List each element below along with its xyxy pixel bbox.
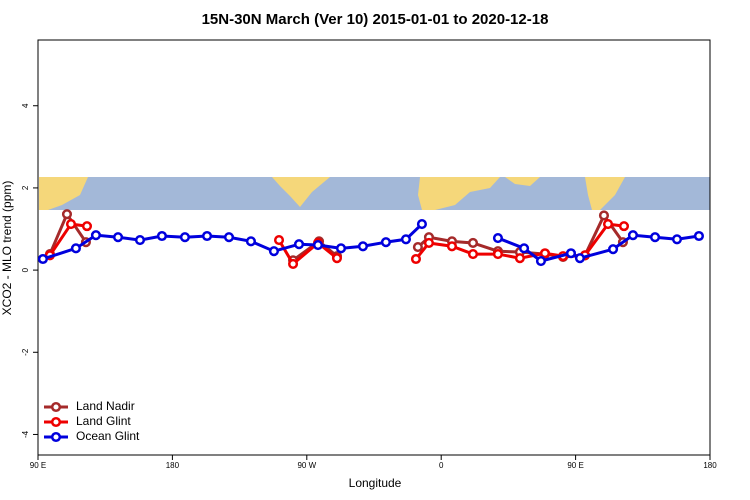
x-axis-label: Longitude (349, 476, 402, 490)
legend-label: Ocean Glint (76, 429, 140, 443)
data-point (70, 243, 81, 254)
data-point (492, 249, 503, 260)
legend-swatch-point (50, 416, 62, 428)
data-point (608, 244, 619, 255)
data-point (410, 253, 422, 265)
y-tick-label: 0 (21, 267, 30, 272)
map-band (39, 177, 710, 210)
data-point (335, 243, 347, 254)
x-tick-label: 180 (703, 461, 717, 470)
y-axis-label: XCO2 - MLO trend (ppm) (0, 181, 14, 316)
data-point (649, 232, 661, 243)
data-point (416, 219, 427, 230)
legend-swatch-point (50, 431, 62, 443)
data-point (535, 256, 547, 267)
data-point (293, 239, 305, 250)
data-point (539, 248, 551, 259)
x-tick-label: 0 (439, 461, 444, 470)
data-point (602, 219, 614, 230)
data-point (268, 246, 279, 257)
data-point (671, 234, 683, 245)
data-point (574, 253, 585, 264)
legend-label: Land Glint (76, 414, 131, 428)
data-point (81, 221, 93, 232)
data-point (90, 230, 101, 241)
data-point (201, 230, 213, 242)
data-point (65, 219, 77, 230)
data-point (156, 230, 167, 242)
data-point (37, 253, 48, 265)
chart-title: 15N-30N March (Ver 10) 2015-01-01 to 202… (202, 11, 549, 28)
data-point (423, 237, 435, 249)
plot-frame (37, 39, 711, 456)
data-point (467, 237, 479, 249)
data-point (565, 248, 577, 259)
data-point (61, 209, 73, 220)
y-tick-label: -4 (21, 430, 30, 438)
data-point (288, 258, 299, 269)
data-point (273, 235, 285, 246)
data-point (598, 210, 610, 221)
data-point (179, 232, 190, 243)
y-tick-label: 2 (21, 185, 30, 190)
data-point (112, 232, 124, 243)
data-point (627, 230, 638, 241)
y-tick-label: -2 (21, 348, 30, 356)
y-tick-label: 4 (21, 103, 30, 108)
x-tick-label: 90 W (297, 461, 316, 470)
data-point (693, 230, 704, 242)
data-point (618, 221, 630, 232)
x-tick-label: 90 E (30, 461, 46, 470)
data-point (357, 241, 368, 252)
data-point (514, 253, 525, 264)
data-point (446, 241, 458, 252)
x-tick-label: 180 (166, 461, 180, 470)
data-point (245, 236, 256, 247)
x-tick-label: 90 E (567, 461, 583, 470)
data-point (467, 249, 479, 260)
legend-label: Land Nadir (76, 399, 135, 413)
data-point (519, 243, 530, 254)
data-point (223, 232, 235, 243)
data-point (312, 239, 324, 251)
data-point (134, 235, 146, 246)
data-point (412, 242, 423, 253)
data-point (492, 232, 503, 244)
data-point (380, 237, 391, 248)
legend-swatch-point (50, 401, 62, 413)
data-point (331, 253, 343, 264)
data-point (400, 234, 412, 245)
